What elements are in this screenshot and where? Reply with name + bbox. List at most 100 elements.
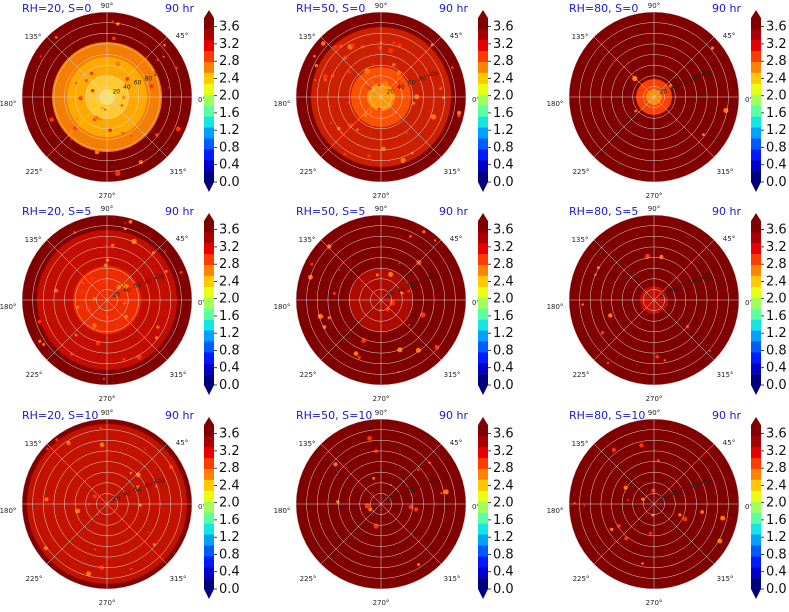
colorbar-extend-max [478,417,488,425]
radial-tick-label: 100 [427,478,439,485]
colorbar-tick-label: 3.6 [766,427,787,442]
colorbar-tick-label: 1.2 [766,123,787,138]
colorbar-tick-label: 0.4 [493,361,514,376]
angle-label: 225° [25,371,43,379]
field-speck [720,515,726,521]
field-speck [396,113,400,117]
radial-tick-label: 40 [670,287,678,294]
angle-label: 0° [472,96,480,104]
field-speck [600,330,605,335]
field-speck [357,355,361,360]
colorbar-swatch [204,374,214,386]
angle-label: 315° [716,371,734,379]
colorbar-tick-label: 1.6 [766,513,787,528]
colorbar-swatch [751,18,761,30]
field-speck [606,361,610,365]
angle-label: 0° [745,299,753,307]
colorbar-swatch [204,341,214,353]
field-speck [152,251,155,255]
field-speck [90,276,95,281]
field-speck [641,497,645,501]
field-speck [95,341,101,346]
angle-label: 225° [25,575,43,583]
radial-tick-label: 40 [397,287,405,294]
radial-tick-label: 20 [659,291,667,298]
colorbar-tick-label: 0.4 [493,565,514,580]
field-speck [655,354,659,359]
colorbar-tick-label: 2.8 [766,54,787,69]
angle-label: 180° [273,303,291,311]
panel-time-label: 90 hr [165,409,194,422]
radial-tick-label: 80 [418,482,426,489]
field-speck [338,44,343,49]
colorbar-tick-label: 3.6 [766,223,787,238]
field-speck [439,87,442,90]
colorbar-swatch [204,545,214,557]
colorbar-swatch [751,61,761,73]
colorbar-swatch [751,352,761,364]
field-speck [400,157,406,163]
field-speck [66,441,71,445]
field-speck [124,314,129,319]
angle-label: 180° [0,100,17,108]
colorbar-tick-label: 0.0 [493,582,514,597]
field-speck [155,336,159,340]
colorbar-swatch [478,242,488,255]
radial-tick-label: 100 [153,274,165,281]
colorbar-swatch [751,50,761,62]
angle-label: 45° [722,439,736,447]
colorbar-swatch [751,545,761,557]
field-speck [624,536,629,541]
colorbar-swatch [478,275,488,287]
angle-label: 225° [299,575,317,583]
panel-title: RH=20, S=5 [22,205,92,218]
colorbar-swatch [478,94,488,106]
radial-tick-label: 60 [134,283,142,290]
colorbar-swatch [478,253,488,265]
radial-tick-label: 60 [408,487,416,494]
angle-label: 90° [647,409,661,417]
field-speck [678,513,682,517]
polar-panel: RH=50, S=5 90 hr 20 40 60 80 100 90° 45° 0° 315° 27… [274,203,529,403]
colorbar-swatch [204,363,214,375]
radial-tick-label: 80 [691,75,699,82]
field-speck [623,485,628,490]
polar-panel: RH=80, S=5 90 hr 20 40 60 80 100 90° 45° 0° 315° 27… [547,203,789,403]
field-speck [152,543,156,547]
radial-tick-label: 80 [691,482,699,489]
colorbar-swatch [478,297,488,309]
colorbar-tick-label: 0.8 [219,344,240,359]
radial-tick-label: 60 [681,80,689,87]
field-speck [156,325,160,329]
angular-gridline [320,239,382,301]
angular-gridline [46,239,108,301]
colorbar-tick-label: 0.8 [493,141,514,156]
field-speck [123,283,129,289]
colorbar-swatch [478,457,488,469]
colorbar-swatch [204,523,214,535]
colorbar-swatch [751,308,761,320]
colorbar-tick-label: 2.0 [766,496,787,511]
colorbar-tick-label: 0.8 [219,548,240,563]
colorbar-swatch [204,490,214,502]
field-speck [392,41,396,45]
field-speck [583,504,586,507]
panel-time-label: 90 hr [439,2,468,15]
field-speck [175,66,178,70]
colorbar-tick-label: 0.8 [766,548,787,563]
colorbar-swatch [478,446,488,459]
colorbar-swatch [478,490,488,502]
colorbar-swatch [204,556,214,568]
colorbar-swatch [478,28,488,41]
colorbar-swatch [751,264,761,276]
radial-tick-label: 60 [408,80,416,87]
colorbar-tick-label: 2.4 [766,274,787,289]
field-speck [85,306,91,312]
colorbar-tick-label: 1.6 [493,309,514,324]
angular-gridline [593,503,655,565]
field-speck [156,58,159,62]
colorbar-tick-label: 3.6 [219,427,240,442]
angle-label: 270° [98,192,116,200]
field-speck [147,531,150,533]
